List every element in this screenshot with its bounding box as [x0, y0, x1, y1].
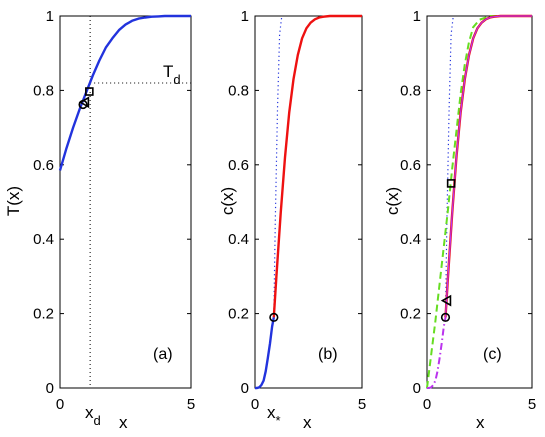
panel-b-ytick-label: 0.6: [228, 157, 249, 174]
panel-a-ylabel: T(x): [4, 186, 23, 216]
panel-c-triangle-marker: [440, 294, 452, 307]
panel-c-axes-frame: [426, 15, 533, 389]
panel-a-td-annotation: Td: [163, 62, 181, 87]
panel-a-ytick-label: 0.6: [33, 157, 54, 174]
panel-c-series-2: [427, 317, 447, 389]
panel-c-ytick-label: 1: [413, 8, 421, 25]
panel-b-ytick-label: 0.4: [228, 231, 249, 248]
panel-b-plot: 0 0.2 0.4 0.6 0.8 1 0 5: [228, 8, 366, 413]
panel-a-triangle-marker: [78, 96, 90, 109]
panel-a-xtick-label: 0: [56, 396, 64, 413]
panel-c-plot: 0 0.2 0.4 0.6 0.8 1 0 5: [400, 8, 536, 413]
panel-b-ytick-label: 0.8: [228, 82, 249, 99]
panel-a: 0 0.2 0.4 0.6 0.8 1 0 5 (a) x T(x) Td xd: [4, 8, 195, 432]
panel-a-label: (a): [153, 346, 173, 363]
panel-a-xlabel: x: [119, 413, 128, 432]
panel-c-xtick-label: 5: [528, 396, 536, 413]
panel-a-ytick-label: 0.4: [33, 231, 54, 248]
panel-c-series-1: [426, 15, 532, 389]
panel-a-square-marker: [85, 87, 94, 96]
panel-a-ytick-label: 0.2: [33, 306, 54, 323]
panel-b-series-2: [272, 14, 362, 318]
panel-b-xtick-label: 0: [251, 396, 259, 413]
panel-c-label: (c): [483, 346, 502, 363]
panel-a-ytick-label: 0.8: [33, 82, 54, 99]
panel-c-ytick-label: 0.4: [400, 231, 421, 248]
panel-c-series-3: [444, 14, 532, 318]
panel-a-ytick-label: 1: [46, 8, 54, 25]
panel-a-plot: 0 0.2 0.4 0.6 0.8 1 0 5: [33, 8, 195, 413]
panel-c-circle-marker: [440, 312, 451, 322]
panel-c: 0 0.2 0.4 0.6 0.8 1 0 5 (c) x c(x): [383, 8, 536, 432]
panel-b-series-0: [255, 317, 275, 390]
panel-c-ylabel: c(x): [383, 187, 402, 215]
panel-b: 0 0.2 0.4 0.6 0.8 1 0 5 (b) x c(x) x*: [218, 8, 366, 432]
panel-c-xtick-label: 0: [423, 396, 431, 413]
panel-b-xstar-annotation: x*: [267, 403, 281, 428]
panel-b-ytick-label: 0: [241, 380, 249, 397]
panel-b-circle-marker: [269, 312, 279, 322]
panel-a-circle-marker: [78, 99, 88, 110]
panel-b-label: (b): [318, 346, 338, 363]
panel-c-square-marker: [446, 179, 456, 188]
panel-b-ylabel: c(x): [218, 187, 237, 215]
panel-c-ytick-label: 0.2: [400, 306, 421, 323]
panel-c-ytick-label: 0.8: [400, 82, 421, 99]
panel-a-axes-frame: [59, 15, 192, 389]
panel-a-xtick-label: 5: [187, 396, 195, 413]
panel-a-ytick-label: 0: [46, 380, 54, 397]
panel-b-xtick-label: 5: [358, 396, 366, 413]
panel-b-xlabel: x: [303, 413, 312, 432]
panel-c-ytick-label: 0: [413, 380, 421, 397]
panel-b-axes-frame: [254, 15, 363, 389]
panel-c-xlabel: x: [476, 413, 485, 432]
panel-a-series-0: [58, 14, 191, 171]
panel-b-ytick-label: 1: [241, 8, 249, 25]
panel-a-xd-annotation: xd: [85, 403, 101, 428]
panel-b-ytick-label: 0.2: [228, 306, 249, 323]
panel-c-series-4: [444, 15, 532, 318]
panel-c-ytick-label: 0.6: [400, 157, 421, 174]
